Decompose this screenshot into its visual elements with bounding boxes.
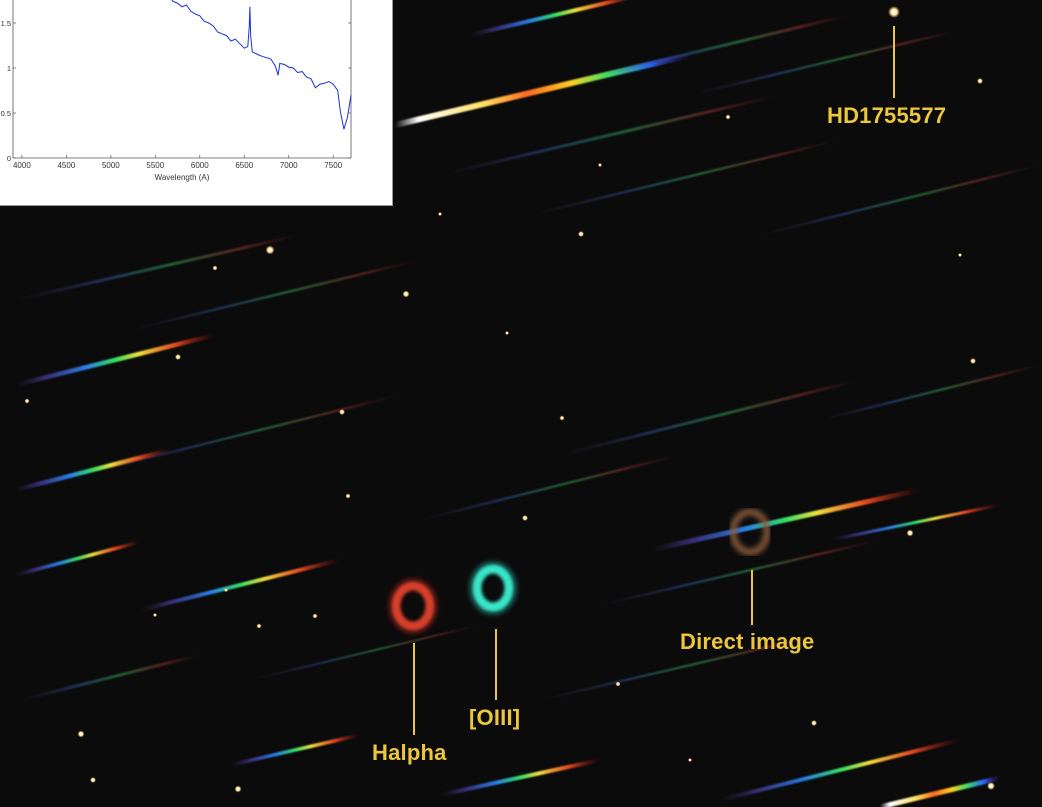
x-axis-label: Wavelength (A) (155, 173, 210, 182)
halpha-ring (387, 577, 439, 635)
x-tick-label: 6000 (191, 161, 209, 170)
y-tick-label: 1 (7, 64, 11, 73)
y-tick-label: 0 (7, 154, 11, 163)
star-points (24, 6, 995, 793)
x-tick-label: 4000 (13, 161, 31, 170)
x-tick-label: 5500 (146, 161, 164, 170)
oiii-label: [OIII] (469, 705, 521, 730)
spectrum-plot: 4000 4500 5000 5500 6000 6500 7000 7500 0 0.5 1 1.5… (1, 0, 352, 182)
oiii-ring (468, 560, 518, 616)
x-tick-label: 7500 (324, 161, 342, 170)
spectrum-line (171, 0, 352, 130)
direct-image-ring (729, 508, 771, 556)
halpha-label: Halpha (372, 740, 447, 765)
star-label: HD1755577 (827, 103, 947, 128)
x-tick-label: 6500 (235, 161, 253, 170)
x-tick-label: 7000 (280, 161, 298, 170)
direct-image-label: Direct image (680, 629, 815, 654)
x-tick-label: 5000 (102, 161, 120, 170)
y-tick-label: 0.5 (1, 109, 11, 118)
spectrum-inset-chart: 4000 4500 5000 5500 6000 6500 7000 7500 0 0.5 1 1.5… (0, 0, 393, 206)
x-tick-label: 4500 (57, 161, 75, 170)
y-tick-label: 1.5 (1, 19, 11, 28)
